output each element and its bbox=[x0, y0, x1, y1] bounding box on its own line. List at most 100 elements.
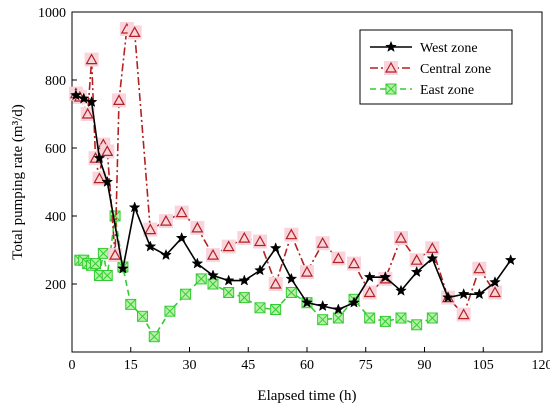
point-east-zone-6 bbox=[97, 247, 109, 259]
point-central-zone-16 bbox=[206, 248, 220, 263]
point-west-zone-16 bbox=[285, 272, 298, 284]
marker-shape bbox=[300, 265, 314, 277]
point-central-zone-13 bbox=[159, 214, 173, 229]
legend-label-east-zone: East zone bbox=[420, 83, 474, 98]
point-west-zone-17 bbox=[301, 296, 313, 308]
marker-shape bbox=[316, 236, 329, 248]
marker-cross-b bbox=[148, 331, 160, 343]
marker-cross-b bbox=[97, 248, 109, 259]
point-east-zone-19 bbox=[254, 302, 266, 314]
point-central-zone-26 bbox=[362, 285, 377, 300]
point-east-zone-18 bbox=[238, 292, 250, 304]
marker-cross-b bbox=[270, 304, 282, 315]
point-west-zone-12 bbox=[222, 274, 235, 286]
point-central-zone-8 bbox=[108, 248, 123, 263]
marker-shape bbox=[109, 248, 122, 260]
point-central-zone-12 bbox=[143, 222, 158, 237]
marker-shape bbox=[159, 214, 173, 226]
marker-shape bbox=[473, 262, 486, 274]
point-west-zone-26 bbox=[442, 291, 454, 303]
x-tick-label-75: 75 bbox=[359, 358, 373, 373]
point-east-zone-7 bbox=[101, 270, 113, 281]
point-east-zone-23 bbox=[317, 314, 329, 326]
point-west-zone-0 bbox=[70, 89, 82, 101]
marker-shape bbox=[85, 53, 98, 65]
marker-cross-b bbox=[125, 299, 137, 310]
marker-shape bbox=[426, 242, 439, 253]
point-central-zone-3 bbox=[84, 52, 99, 67]
point-east-zone-4 bbox=[90, 258, 101, 270]
marker-cross-b bbox=[385, 83, 397, 95]
point-central-zone-22 bbox=[300, 265, 314, 280]
point-east-zone-10 bbox=[125, 298, 137, 310]
marker-shape bbox=[410, 253, 423, 265]
point-central-zone-15 bbox=[190, 220, 205, 235]
y-tick-label-400: 400 bbox=[45, 210, 66, 225]
legend: West zone Central zone East zone bbox=[359, 29, 513, 105]
point-west-zone-25 bbox=[426, 252, 439, 264]
marker-shape bbox=[384, 61, 398, 73]
point-central-zone-21 bbox=[284, 227, 299, 242]
point-east-zone-16 bbox=[207, 278, 219, 290]
point-central-zone-33 bbox=[472, 261, 487, 276]
marker-cross-b bbox=[101, 270, 113, 281]
marker-shape bbox=[363, 286, 376, 298]
marker-shape bbox=[394, 231, 408, 243]
point-central-zone-19 bbox=[253, 234, 267, 249]
point-east-zone-11 bbox=[137, 310, 148, 322]
series-west-zone bbox=[70, 89, 517, 315]
marker-cross-b bbox=[90, 258, 101, 269]
x-tick-label-60: 60 bbox=[300, 358, 314, 373]
point-east-zone-27 bbox=[379, 315, 391, 327]
point-central-zone-2 bbox=[80, 107, 95, 121]
x-tick-label-120: 120 bbox=[532, 358, 550, 373]
point-west-zone-6 bbox=[128, 201, 141, 213]
point-west-zone-2 bbox=[85, 95, 98, 108]
point-east-zone-21 bbox=[285, 287, 297, 298]
y-axis-label: Total pumping rate (m³/d) bbox=[10, 104, 26, 260]
point-west-zone-29 bbox=[489, 276, 501, 288]
point-central-zone-14 bbox=[174, 205, 189, 220]
y-axis: 200 400 600 800 1000 bbox=[38, 6, 77, 293]
point-central-zone-7 bbox=[100, 144, 115, 159]
x-tick-label-45: 45 bbox=[241, 358, 255, 373]
point-central-zone-23 bbox=[315, 236, 330, 251]
marker-shape bbox=[175, 206, 188, 218]
point-west-zone-10 bbox=[191, 257, 204, 269]
point-central-zone-28 bbox=[394, 231, 408, 246]
marker-shape bbox=[332, 252, 345, 264]
marker-shape bbox=[128, 26, 141, 38]
legend-item-central-zone: Central zone bbox=[370, 61, 491, 77]
marker-shape bbox=[93, 172, 106, 184]
marker-shape bbox=[144, 223, 157, 235]
marker-cross-b bbox=[332, 312, 344, 324]
point-west-zone-15 bbox=[269, 242, 282, 254]
point-east-zone-13 bbox=[164, 305, 176, 317]
y-tick-label-800: 800 bbox=[45, 74, 66, 89]
point-central-zone-20 bbox=[268, 277, 283, 291]
marker-cross-b bbox=[164, 305, 176, 317]
point-west-zone-21 bbox=[363, 270, 376, 283]
marker-shape bbox=[253, 235, 267, 247]
marker-cross-b bbox=[180, 288, 191, 300]
point-central-zone-30 bbox=[425, 241, 440, 256]
point-west-zone-9 bbox=[175, 231, 188, 244]
point-west-zone-19 bbox=[332, 303, 345, 315]
x-tick-label-30: 30 bbox=[183, 358, 197, 373]
marker-shape bbox=[112, 94, 126, 106]
series-east-zone bbox=[74, 210, 438, 343]
legend-label-west-zone: West zone bbox=[420, 41, 478, 56]
point-central-zone-5 bbox=[92, 171, 107, 186]
marker-shape bbox=[457, 308, 470, 320]
point-central-zone-34 bbox=[488, 285, 502, 300]
marker-cross-b bbox=[426, 312, 438, 324]
point-east-zone-30 bbox=[426, 312, 438, 324]
point-central-zone-25 bbox=[347, 256, 361, 271]
marker-cross-b bbox=[137, 310, 148, 322]
point-east-zone-20 bbox=[270, 304, 282, 315]
point-central-zone-9 bbox=[112, 93, 126, 108]
legend-marker-east-zone bbox=[385, 83, 397, 95]
point-east-zone-26 bbox=[364, 312, 376, 324]
point-east-zone-28 bbox=[395, 312, 407, 324]
